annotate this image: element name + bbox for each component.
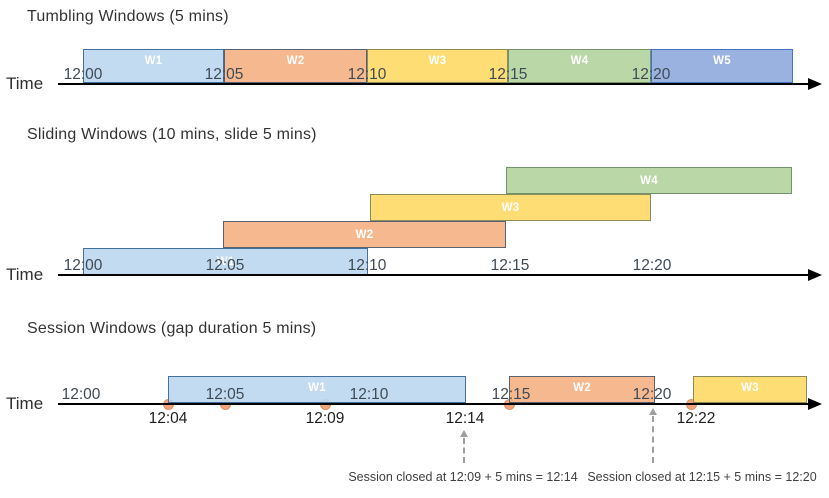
window-box-w3: W3 bbox=[370, 194, 651, 221]
event-time-label: 12:09 bbox=[305, 410, 345, 427]
time-axis-line bbox=[58, 403, 808, 405]
window-label: W1 bbox=[308, 381, 326, 394]
annotation-arrow-stem bbox=[463, 438, 465, 463]
window-box-w1: W1 bbox=[83, 248, 368, 275]
window-box-w1: W1 bbox=[168, 376, 466, 403]
axis-tick-label: 12:05 bbox=[205, 257, 245, 274]
time-axis-arrowhead-icon bbox=[808, 269, 822, 281]
window-label: W3 bbox=[741, 381, 759, 394]
window-label: W3 bbox=[428, 55, 447, 67]
axis-tick-label: 12:10 bbox=[347, 257, 387, 274]
time-axis-arrowhead-icon bbox=[808, 78, 822, 90]
event-time-label: 12:22 bbox=[676, 410, 716, 427]
window-box-w2: W2 bbox=[223, 221, 506, 248]
event-time-label: 12:04 bbox=[148, 410, 188, 427]
axis-tick-label: 12:15 bbox=[488, 66, 528, 83]
window-box-w3: W3 bbox=[367, 49, 508, 83]
axis-tick-label: 12:15 bbox=[491, 386, 531, 403]
axis-tick-label: 12:20 bbox=[632, 257, 672, 274]
axis-tick-label: 12:05 bbox=[204, 66, 244, 83]
window-label: W5 bbox=[713, 55, 731, 67]
time-axis-line bbox=[58, 274, 808, 276]
axis-tick-label: 12:05 bbox=[205, 386, 245, 403]
axis-tick-label: 12:20 bbox=[632, 386, 672, 403]
window-box-w2: W2 bbox=[509, 376, 655, 403]
window-label: W3 bbox=[501, 201, 520, 214]
window-box-w2: W2 bbox=[224, 49, 367, 83]
axis-tick-label: 12:20 bbox=[631, 66, 671, 83]
axis-tick-label: 12:10 bbox=[347, 66, 387, 83]
axis-tick-label: 12:10 bbox=[349, 386, 389, 403]
window-label: W4 bbox=[640, 174, 658, 187]
window-box-w4: W4 bbox=[506, 167, 792, 194]
window-box-w5: W5 bbox=[651, 49, 793, 83]
event-time-label: 12:14 bbox=[445, 410, 485, 427]
window-box-w4: W4 bbox=[508, 49, 651, 83]
window-label: W2 bbox=[355, 228, 374, 241]
axis-tick-label: 12:00 bbox=[61, 386, 101, 403]
sliding-section-title: Sliding Windows (10 mins, slide 5 mins) bbox=[27, 126, 317, 143]
window-label: W1 bbox=[144, 55, 163, 67]
window-box-w3: W3 bbox=[693, 376, 807, 403]
time-axis-line bbox=[58, 83, 808, 85]
window-label: W1 bbox=[216, 255, 235, 268]
annotation-arrow-stem bbox=[652, 416, 654, 463]
annotation-up-arrow-icon bbox=[648, 408, 657, 415]
annotation-caption: Session closed at 12:15 + 5 mins = 12:20 bbox=[587, 470, 817, 484]
axis-tick-label: 12:00 bbox=[63, 66, 103, 83]
window-box-w1: W1 bbox=[83, 49, 224, 83]
time-axis-label: Time bbox=[6, 265, 44, 284]
window-label: W2 bbox=[573, 381, 591, 394]
annotation-up-arrow-icon bbox=[459, 430, 468, 437]
axis-tick-label: 12:15 bbox=[490, 257, 530, 274]
axis-tick-label: 12:00 bbox=[63, 257, 103, 274]
session-section-title: Session Windows (gap duration 5 mins) bbox=[27, 320, 317, 337]
window-label: W4 bbox=[570, 55, 589, 67]
annotation-caption: Session closed at 12:09 + 5 mins = 12:14 bbox=[348, 470, 578, 484]
time-axis-label: Time bbox=[6, 74, 44, 93]
time-axis-label: Time bbox=[6, 394, 44, 413]
time-axis-arrowhead-icon bbox=[808, 398, 822, 410]
tumbling-section-title: Tumbling Windows (5 mins) bbox=[27, 8, 229, 25]
window-label: W2 bbox=[286, 55, 305, 67]
